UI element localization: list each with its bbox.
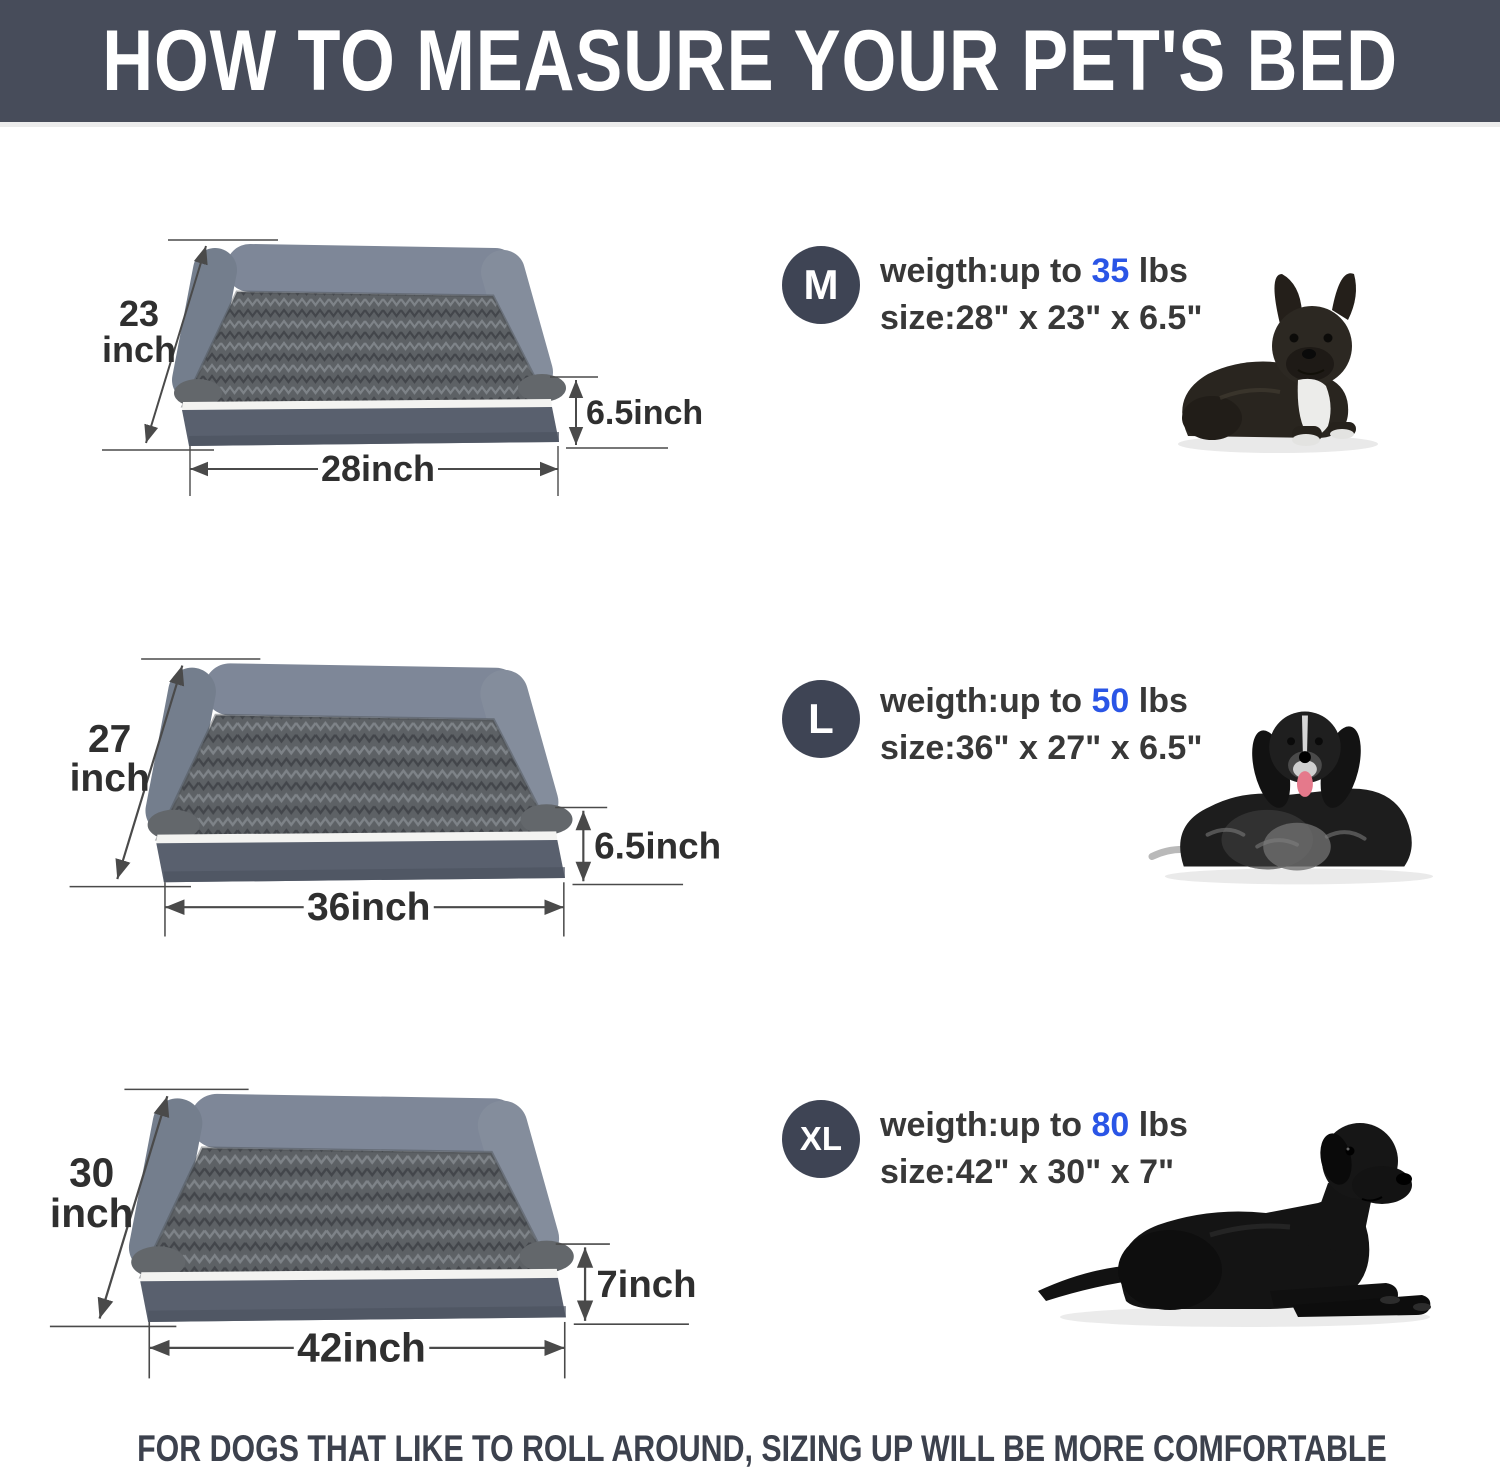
- depth-measurement-unit: inch: [50, 1190, 134, 1236]
- weight-line: weigth:up to 80 lbs: [880, 1102, 1220, 1149]
- weight-prefix: weigth:up to: [880, 1106, 1092, 1144]
- depth-measurement-value: 23: [119, 293, 159, 334]
- size-line: size:36" x 27" x 6.5": [880, 729, 1203, 767]
- weight-line: weigth:up to 50 lbs: [880, 678, 1220, 725]
- size-specs-xl: weigth:up to 80 lbs size:42" x 30" x 7": [880, 1102, 1220, 1196]
- weight-suffix: lbs: [1129, 682, 1188, 720]
- dog-photo-french-bulldog: [1178, 273, 1378, 453]
- weight-value: 50: [1091, 682, 1130, 720]
- bed-illustration: [174, 268, 566, 446]
- bed-diagram-m: 23 inch 28inch 6.5inch: [95, 230, 703, 500]
- size-badge-m: M: [782, 246, 860, 324]
- depth-measurement-value: 30: [69, 1149, 114, 1195]
- size-line: size:42" x 30" x 7": [880, 1153, 1175, 1191]
- size-line: size:28" x 23" x 6.5": [880, 299, 1203, 337]
- bed-diagram-xl: 30 inch 42inch 7inch: [42, 1078, 697, 1383]
- weight-prefix: weigth:up to: [880, 252, 1092, 290]
- weight-value: 80: [1091, 1106, 1130, 1144]
- weight-prefix: weigth:up to: [880, 682, 1092, 720]
- height-measurement-label: 6.5inch: [586, 394, 703, 432]
- label-backdrop: [318, 452, 438, 484]
- header-banner: HOW TO MEASURE YOUR PET'S BED: [0, 0, 1500, 127]
- weight-line: weigth:up to 35 lbs: [880, 248, 1220, 295]
- label-backdrop: [293, 1328, 430, 1365]
- height-measurement-label: 6.5inch: [594, 825, 721, 866]
- bed-illustration: [131, 1121, 574, 1322]
- dog-photo-cocker-spaniel: [1148, 711, 1434, 885]
- page-title: HOW TO MEASURE YOUR PET'S BED: [102, 12, 1398, 109]
- footer-note-text: FOR DOGS THAT LIKE TO ROLL AROUND, SIZIN…: [137, 1428, 1387, 1469]
- dog-photo-black-labrador: [1038, 1123, 1431, 1327]
- size-badge-xl: XL: [782, 1100, 860, 1178]
- depth-measurement-unit: inch: [70, 757, 150, 800]
- bed-illustration: [148, 689, 573, 882]
- weight-value: 35: [1091, 252, 1130, 290]
- width-measurement-label: 42inch: [297, 1324, 426, 1370]
- footer-note: FOR DOGS THAT LIKE TO ROLL AROUND, SIZIN…: [0, 1428, 1500, 1470]
- depth-measurement-unit: inch: [102, 329, 176, 370]
- width-measurement-label: 36inch: [307, 886, 431, 929]
- height-measurement-label: 7inch: [596, 1263, 696, 1306]
- bed-diagram-l: 27 inch 36inch 6.5inch: [62, 648, 721, 941]
- weight-suffix: lbs: [1129, 1106, 1188, 1144]
- size-badge-l: L: [782, 680, 860, 758]
- width-measurement-label: 28inch: [321, 448, 435, 489]
- label-backdrop: [303, 888, 434, 924]
- size-specs-m: weigth:up to 35 lbs size:28" x 23" x 6.5…: [880, 248, 1220, 342]
- size-specs-l: weigth:up to 50 lbs size:36" x 27" x 6.5…: [880, 678, 1220, 772]
- depth-measurement-value: 27: [88, 718, 131, 761]
- weight-suffix: lbs: [1129, 252, 1188, 290]
